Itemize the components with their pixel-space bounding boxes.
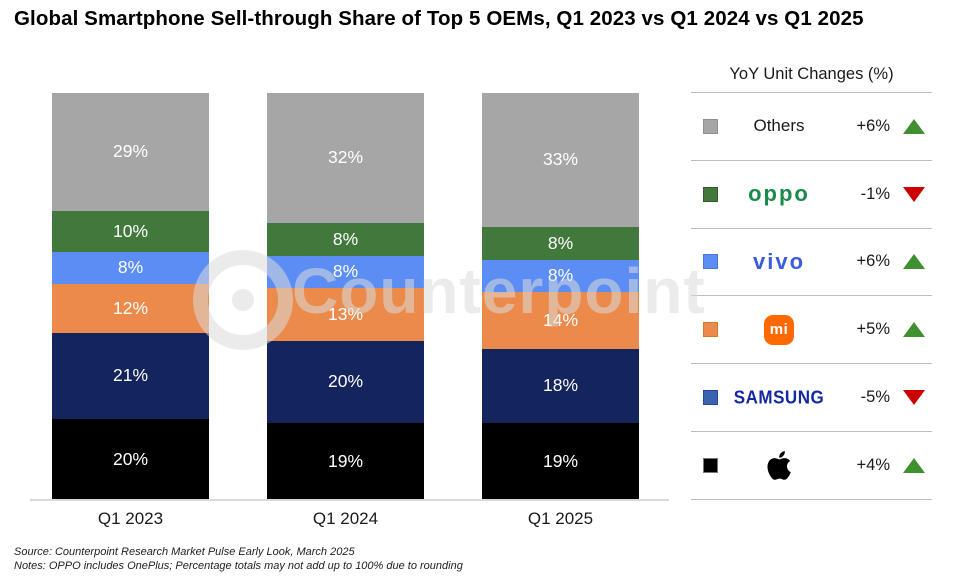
segment-value-label: 8% [332,228,359,249]
vivo-yoy-change: +6% [856,252,890,271]
legend-row-samsung: SAMSUNG -5% [691,364,932,432]
xiaomi-mi-icon: mi [764,314,794,345]
legend-row-others: Others +6% [691,93,932,161]
apple-logo [718,447,840,483]
bar-segment-xiaomi-q1-2023: 12% [52,284,209,334]
bar-segment-samsung-q1-2024: 20% [267,341,424,423]
oppo-yoy-change: -1% [860,184,890,203]
legend-row-vivo: vivo +6% [691,229,932,297]
bar-segment-vivo-q1-2023: 8% [52,251,209,285]
xiaomi-trend-cell [890,322,938,338]
x-axis-label-q1-2023: Q1 2023 [97,509,164,528]
vivo-logo: vivo [718,249,840,275]
bar-segment-others-q1-2023: 29% [52,93,209,212]
triangle-down-icon [903,390,925,406]
oppo-swatch [703,186,718,202]
apple-icon [767,451,791,481]
oppo-wordmark: oppo [748,181,810,207]
segment-value-label: 12% [112,297,149,318]
page-title: Global Smartphone Sell-through Share of … [14,7,864,30]
triangle-up-icon [903,457,925,473]
footer-notes: Source: Counterpoint Research Market Pul… [14,546,463,573]
segment-value-label: 29% [112,141,149,162]
bar-segment-samsung-q1-2025: 18% [482,349,639,423]
samsung-yoy-change: -5% [860,388,890,407]
stacked-bar-chart: 20% 21% 12% 8% 10% 29% 19% 20% 13% 8% 8% 32% 19% 18… [52,93,639,500]
others-logo: Others [718,116,840,136]
segment-value-label: 10% [112,220,149,241]
apple-trend-cell [890,457,938,473]
bar-segment-xiaomi-q1-2025: 14% [482,292,639,350]
bar-segment-oppo-q1-2024: 8% [267,223,424,256]
legend-row-oppo: oppo -1% [691,161,932,229]
segment-value-label: 13% [327,304,364,325]
vivo-trend-cell [890,254,938,270]
triangle-down-icon [903,186,925,202]
vivo-wordmark: vivo [752,248,806,274]
x-axis-label-q1-2025: Q1 2025 [527,509,594,528]
bar-segment-apple-q1-2023: 20% [52,418,209,500]
samsung-wordmark: SAMSUNG [733,386,825,408]
bar-segment-apple-q1-2024: 19% [267,422,424,500]
bar-segment-vivo-q1-2025: 8% [482,259,639,293]
yoy-legend-panel: YoY Unit Changes (%) Others +6% oppo -1% viv… [691,60,932,500]
xiaomi-yoy-change: +5% [856,320,890,339]
xiaomi-swatch [703,322,718,338]
bar-segment-apple-q1-2025: 19% [482,422,639,500]
segment-value-label: 19% [327,450,364,471]
segment-value-label: 20% [112,448,149,469]
others-yoy-change: +6% [856,116,890,135]
segment-value-label: 8% [547,265,574,286]
legend-header: YoY Unit Changes (%) [691,60,932,93]
x-axis-line [30,499,669,501]
segment-value-label: 21% [112,365,149,386]
oppo-logo: oppo [718,181,840,207]
bar-segment-vivo-q1-2024: 8% [267,255,424,289]
samsung-swatch [703,390,718,406]
apple-yoy-change: +4% [856,455,890,474]
samsung-trend-cell [890,390,938,406]
bar-q1-2024: 19% 20% 13% 8% 8% 32% [267,93,424,500]
segment-value-label: 8% [547,232,574,253]
bar-segment-samsung-q1-2023: 21% [52,333,209,419]
segment-value-label: 33% [542,149,579,170]
apple-swatch [703,457,718,473]
triangle-up-icon [903,254,925,270]
bar-segment-others-q1-2025: 33% [482,93,639,228]
bar-segment-oppo-q1-2025: 8% [482,227,639,260]
legend-row-xiaomi: mi +5% [691,296,932,365]
x-axis-labels: Q1 2023 Q1 2024 Q1 2025 [52,509,639,533]
xiaomi-logo: mi [718,314,840,345]
segment-value-label: 14% [542,310,579,331]
bar-q1-2023: 20% 21% 12% 8% 10% 29% [52,93,209,500]
bar-segment-others-q1-2024: 32% [267,93,424,224]
legend-rows: Others +6% oppo -1% vivo +6% mi +5% SAMSUNG -5% +4… [691,93,932,500]
oppo-trend-cell [890,186,938,202]
segment-value-label: 8% [332,261,359,282]
triangle-up-icon [903,118,925,134]
source-note: Source: Counterpoint Research Market Pul… [14,546,355,558]
segment-value-label: 8% [117,257,144,278]
others-trend-cell [890,118,938,134]
bar-segment-oppo-q1-2023: 10% [52,211,209,252]
others-swatch [703,118,718,134]
rounding-note: Notes: OPPO includes OnePlus; Percentage… [14,559,463,572]
segment-value-label: 20% [327,371,364,392]
others-wordmark: Others [753,116,805,136]
bar-segment-xiaomi-q1-2024: 13% [267,288,424,342]
samsung-logo: SAMSUNG [718,386,840,408]
segment-value-label: 19% [542,450,579,471]
segment-value-label: 32% [327,147,364,168]
triangle-up-icon [903,322,925,338]
x-axis-label-q1-2024: Q1 2024 [312,509,379,528]
bar-q1-2025: 19% 18% 14% 8% 8% 33% [482,93,639,500]
segment-value-label: 18% [542,375,579,396]
vivo-swatch [703,254,718,270]
legend-row-apple: +4% [691,432,932,500]
